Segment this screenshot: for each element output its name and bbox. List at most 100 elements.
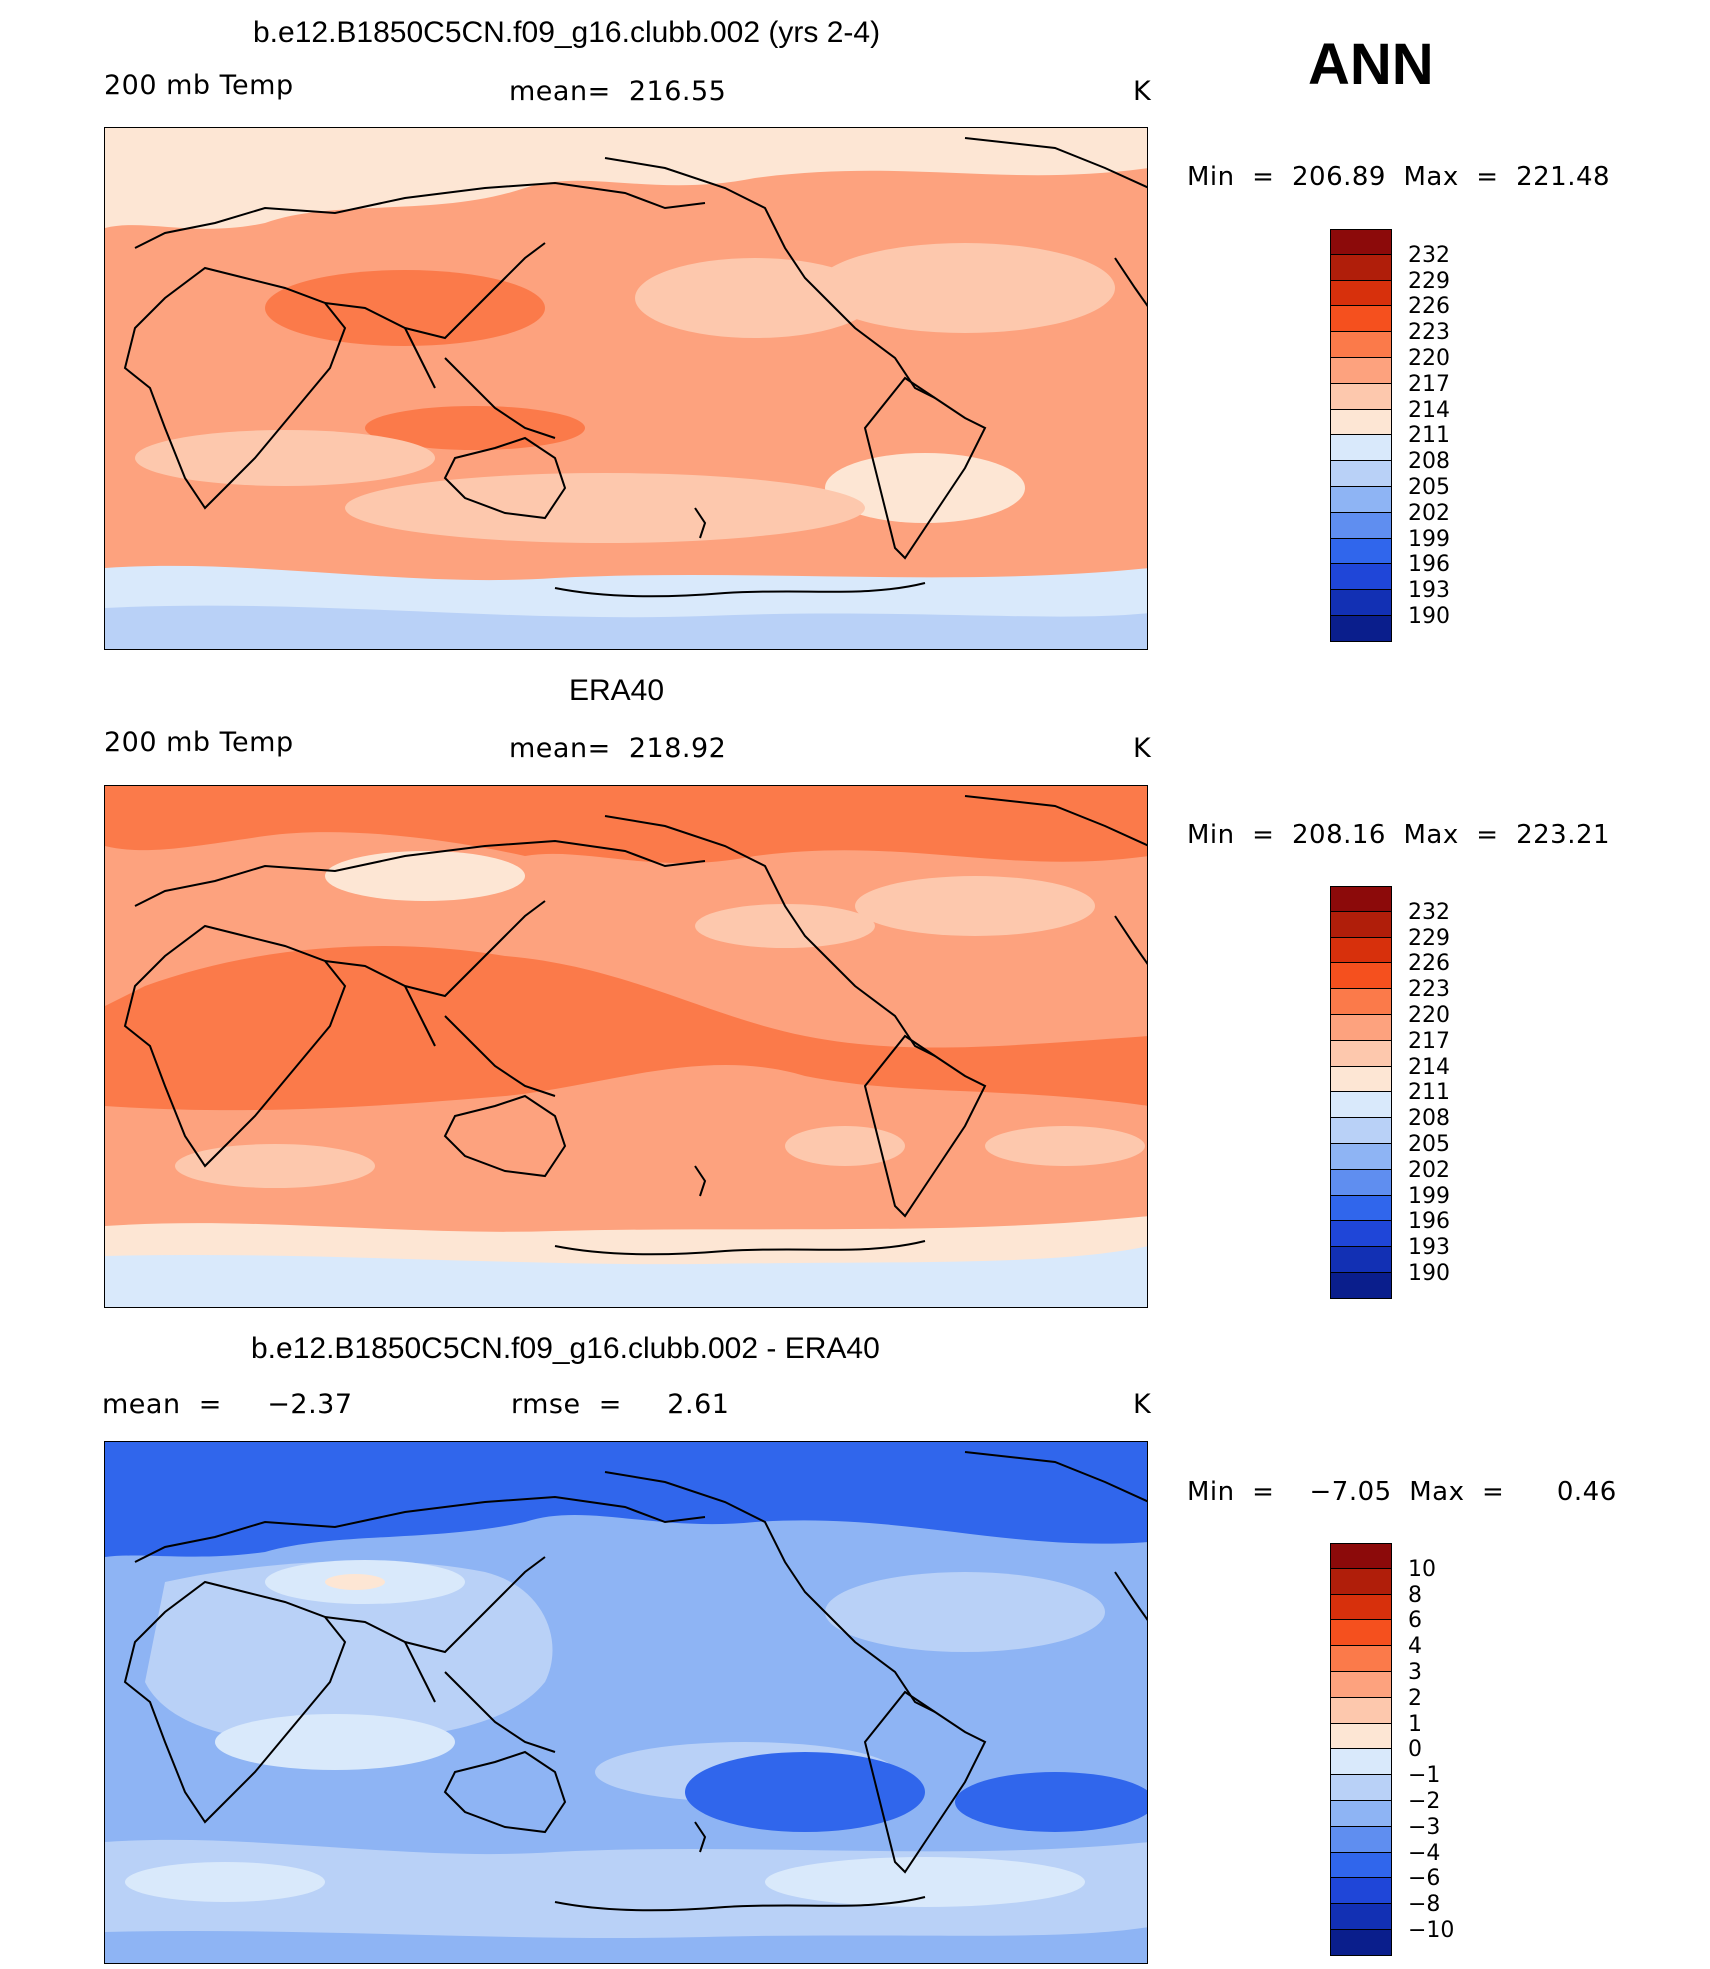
panel-3-colorbar-label: 3 <box>1408 1660 1422 1685</box>
panel-2-colorbar-box <box>1330 963 1392 990</box>
panel-2-map <box>104 785 1148 1308</box>
season-label: ANN <box>1308 32 1434 97</box>
panel-2-colorbar-label: 211 <box>1408 1080 1450 1106</box>
panel-3-colorbar-label: 10 <box>1408 1556 1436 1582</box>
panel-3-colorbar-label: 0 <box>1408 1737 1422 1763</box>
panel-1-contour-region <box>365 406 585 450</box>
panel-2-colorbar-box <box>1330 1143 1392 1170</box>
panel-2-colorbar-box <box>1330 1014 1392 1041</box>
panel-2-colorbar-label: 217 <box>1408 1028 1450 1054</box>
panel-3-colorbar-box <box>1330 1852 1392 1879</box>
panel-1-colorbar-box <box>1330 254 1392 281</box>
panel-2-contour-region <box>105 946 1147 1111</box>
panel-2-colorbar-label: 214 <box>1408 1054 1450 1080</box>
panel-3-contour-field <box>105 1442 1147 1963</box>
panel-1-colorbar-box <box>1330 615 1392 642</box>
panel-3-contour-region <box>145 1561 553 1742</box>
panel-2-coastlines <box>123 795 1147 1256</box>
panel-2-contour-region <box>855 876 1095 936</box>
panel-2-colorbar-label: 190 <box>1408 1261 1450 1286</box>
panel-2-contour-region <box>325 851 525 901</box>
panel-2-colorbar-box <box>1330 1169 1392 1196</box>
panel-1-colorbar-label: 229 <box>1408 268 1450 294</box>
panel-3-colorbar-label: 1 <box>1408 1711 1422 1737</box>
panel-3-contour-region <box>825 1572 1105 1652</box>
panel-1-title: b.e12.B1850C5CN.f09_g16.clubb.002 (yrs 2… <box>253 16 881 49</box>
panel-1-mean-label: mean= 216.55 <box>509 76 727 107</box>
panel-1-map <box>104 127 1148 650</box>
panel-1-variable-label: 200 mb Temp <box>104 70 294 101</box>
panel-3-title: b.e12.B1850C5CN.f09_g16.clubb.002 - ERA4… <box>251 1332 880 1365</box>
panel-3-colorbar-label: 2 <box>1408 1685 1422 1711</box>
panel-2-minmax: Min = 208.16 Max = 223.21 <box>1187 820 1611 850</box>
panel-3-contour-region <box>105 1927 1147 1963</box>
panel-3-contour-region <box>215 1714 455 1770</box>
panel-2-colorbar-label: 226 <box>1408 951 1450 977</box>
panel-3-minmax: Min = −7.05 Max = 0.46 <box>1187 1477 1617 1507</box>
panel-3-contour-region <box>125 1862 325 1902</box>
panel-2-colorbar-box <box>1330 1066 1392 1093</box>
panel-1-colorbar <box>1330 229 1392 642</box>
panel-3-contour-region <box>685 1752 925 1832</box>
panel-3-colorbar-label: −6 <box>1408 1866 1441 1892</box>
panel-1-colorbar-label: 211 <box>1408 423 1450 449</box>
panel-2-units: K <box>1133 733 1152 764</box>
panel-3-coastlines <box>123 1451 1147 1912</box>
panel-1-colorbar-box <box>1330 564 1392 591</box>
panel-2-colorbar-box <box>1330 911 1392 938</box>
panel-1-contour-field <box>105 128 1147 649</box>
panel-1-colorbar-box <box>1330 357 1392 384</box>
panel-3-contour-region <box>765 1857 1085 1907</box>
panel-2-contour-region <box>105 786 1147 864</box>
panel-2-colorbar-box <box>1330 1195 1392 1222</box>
panel-1-contour-region <box>345 473 865 543</box>
panel-2-colorbar-box <box>1330 1272 1392 1299</box>
panel-3-colorbar-label: −1 <box>1408 1763 1441 1789</box>
panel-1-colorbar-box <box>1330 461 1392 487</box>
panel-3-colorbar-box <box>1330 1646 1392 1672</box>
panel-3-colorbar-label: −8 <box>1408 1892 1441 1918</box>
panel-3-colorbar-box <box>1330 1671 1392 1698</box>
panel-1-colorbar-label: 217 <box>1408 371 1450 397</box>
panel-2-colorbar-box <box>1330 1221 1392 1248</box>
panel-2-contour-region <box>105 1246 1147 1307</box>
panel-3-map <box>104 1441 1148 1964</box>
panel-1-colorbar-box <box>1330 590 1392 616</box>
panel-1-contour-region <box>635 258 875 338</box>
panel-3-mean-label: mean = −2.37 <box>102 1389 353 1420</box>
panel-1-colorbar-box <box>1330 229 1392 255</box>
panel-2-colorbar-label: 220 <box>1408 1003 1450 1028</box>
panel-3-colorbar-label: −3 <box>1408 1814 1441 1840</box>
panel-2-colorbar-label: 223 <box>1408 977 1450 1003</box>
panel-1-colorbar-label: 205 <box>1408 475 1450 500</box>
panel-2-colorbar-box <box>1330 1118 1392 1144</box>
panel-2-colorbar-label: 232 <box>1408 899 1450 925</box>
panel-3-colorbar-box <box>1330 1800 1392 1827</box>
panel-2-colorbar-label: 229 <box>1408 925 1450 951</box>
panel-1-contour-region <box>105 605 1147 649</box>
panel-1-colorbar-label: 202 <box>1408 500 1450 526</box>
panel-1-colorbar-box <box>1330 512 1392 539</box>
panel-2-contour-region <box>985 1126 1145 1166</box>
panel-3-colorbar-label: −10 <box>1408 1918 1455 1943</box>
panel-1-colorbar-label: 190 <box>1408 604 1450 629</box>
panel-1-colorbar-label: 223 <box>1408 320 1450 346</box>
panel-3-colorbar <box>1330 1543 1392 1956</box>
panel-2-contour-region <box>175 1144 375 1188</box>
panel-2-title: ERA40 <box>569 674 665 707</box>
panel-3-colorbar-box <box>1330 1543 1392 1569</box>
panel-1-colorbar-box <box>1330 332 1392 358</box>
panel-2-colorbar-box <box>1330 937 1392 964</box>
panel-1-colorbar-label: 196 <box>1408 552 1450 578</box>
panel-1-colorbar-label: 226 <box>1408 294 1450 320</box>
panel-2-contour-region <box>785 1126 905 1166</box>
panel-3-colorbar-box <box>1330 1904 1392 1930</box>
panel-1-colorbar-label: 214 <box>1408 397 1450 423</box>
panel-1-colorbar-label: 199 <box>1408 526 1450 552</box>
panel-3-colorbar-box <box>1330 1620 1392 1647</box>
panel-2-colorbar-label: 196 <box>1408 1209 1450 1235</box>
panel-3-colorbar-box <box>1330 1749 1392 1776</box>
panel-3-positive-patch <box>325 1574 385 1590</box>
panel-3-colorbar-label: −4 <box>1408 1840 1441 1866</box>
panel-1-colorbar-label: 193 <box>1408 578 1450 604</box>
